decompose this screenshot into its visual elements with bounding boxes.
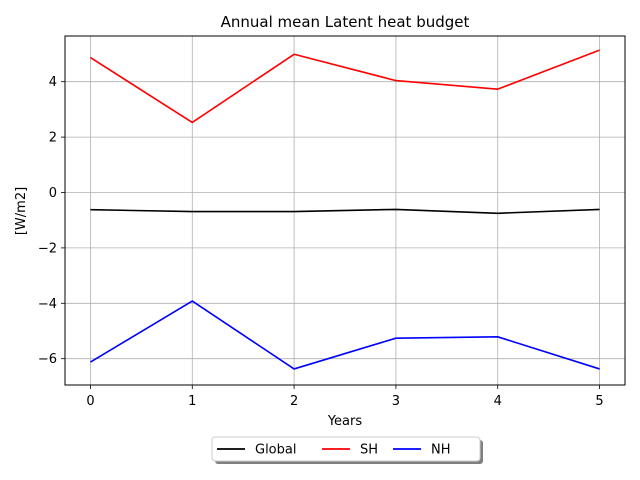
chart-title: Annual mean Latent heat budget [221, 13, 470, 31]
legend: Global SH NH [211, 436, 483, 464]
legend-label-global: Global [255, 443, 296, 458]
grid [65, 36, 625, 385]
y-tick-label: 0 [49, 186, 57, 201]
legend-label-nh: NH [431, 443, 451, 458]
legend-label-sh: SH [360, 443, 378, 458]
y-tick-label: −6 [38, 352, 57, 367]
y-axis: −6 −4 −2 0 2 4 [38, 75, 65, 367]
x-tick-label: 0 [86, 394, 94, 409]
x-tick-label: 2 [290, 394, 298, 409]
y-tick-label: 2 [49, 131, 57, 146]
series-line-nh [90, 300, 600, 370]
y-tick-label: −4 [38, 297, 57, 312]
x-axis: 0 1 2 3 4 5 [86, 385, 604, 409]
series-line-global [90, 208, 600, 215]
y-tick-label: 4 [49, 75, 57, 90]
x-tick-label: 3 [392, 394, 400, 409]
x-tick-label: 5 [595, 394, 603, 409]
plot-frame [64, 35, 626, 386]
x-tick-label: 4 [494, 394, 502, 409]
x-tick-label: 1 [188, 394, 196, 409]
x-axis-label: Years [327, 414, 363, 429]
series-layer [90, 49, 600, 370]
y-axis-label: [W/m2] [14, 187, 29, 235]
y-tick-label: −2 [38, 241, 57, 256]
series-line-sh [90, 49, 600, 124]
